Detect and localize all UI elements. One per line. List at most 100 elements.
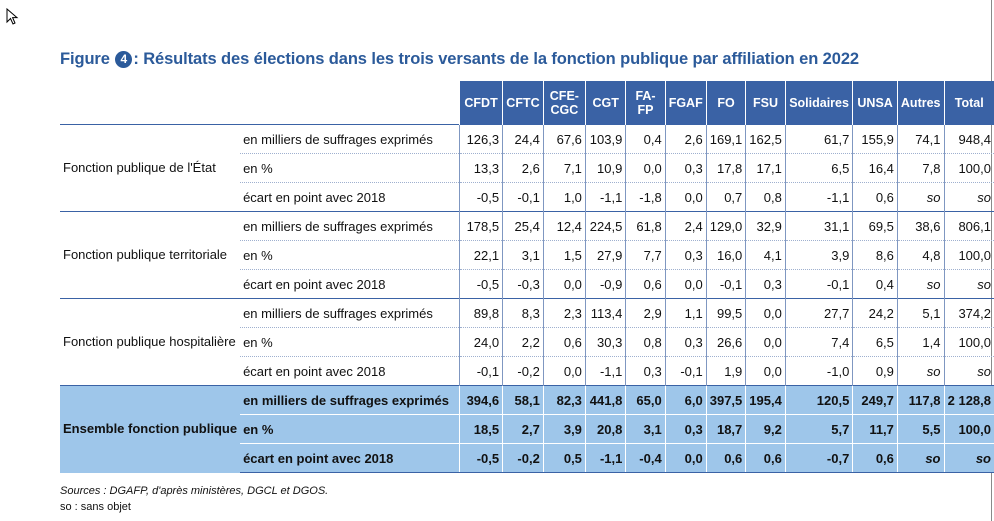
table-row: en % 24,0 2,2 0,6 30,3 0,8 0,3 26,6 0,0 7,4 6,5 1,4… (60, 327, 994, 357)
value-cell: 18,5 (458, 414, 503, 444)
value-cell: 8,3 (502, 298, 544, 328)
value-cell: 1,4 (896, 327, 944, 357)
value-cell: -1,1 (584, 182, 626, 212)
value-cell: 2,4 (664, 211, 707, 241)
value-cell: -0,2 (502, 356, 544, 386)
value-cell: 0,0 (542, 356, 586, 386)
value-cell: 0,6 (705, 443, 746, 473)
value-cell: 0,5 (542, 443, 586, 473)
value-cell: 0,7 (705, 182, 746, 212)
column-header: FGAF (664, 81, 707, 125)
value-cell: 113,4 (584, 298, 626, 328)
value-cell: 0,0 (664, 182, 707, 212)
value-cell: 2,7 (502, 414, 544, 444)
value-cell: 16,0 (705, 240, 746, 270)
value-cell: 117,8 (896, 385, 944, 415)
value-cell: 1,0 (542, 182, 586, 212)
metric-label: en milliers de suffrages exprimés (240, 385, 460, 415)
value-cell: 0,3 (745, 269, 786, 299)
value-cell: 0,0 (745, 298, 786, 328)
value-cell: 7,7 (625, 240, 666, 270)
value-cell: -0,1 (502, 182, 544, 212)
value-cell: -0,1 (458, 356, 503, 386)
value-cell: 2,6 (664, 124, 707, 154)
metric-label: en % (240, 327, 460, 357)
column-header: FO (705, 81, 746, 125)
figure-prefix: Figure (60, 50, 110, 68)
value-cell: so (943, 182, 994, 212)
value-cell: 374,2 (943, 298, 994, 328)
table-row: Fonction publique hospitalière en millier… (60, 298, 994, 386)
value-cell: 2,3 (542, 298, 586, 328)
value-cell: 17,8 (705, 153, 746, 183)
value-cell: 32,9 (745, 211, 786, 241)
value-cell: 16,4 (852, 153, 898, 183)
value-cell: 169,1 (705, 124, 746, 154)
group-label: Ensemble fonction publique (60, 385, 241, 473)
value-cell: 0,0 (745, 327, 786, 357)
table-row: Fonction publique de l'État en milliers d… (60, 124, 994, 212)
value-cell: 69,5 (852, 211, 898, 241)
value-cell: 129,0 (705, 211, 746, 241)
value-cell: 441,8 (584, 385, 626, 415)
value-cell: 0,9 (852, 356, 898, 386)
value-cell: 1,9 (705, 356, 746, 386)
value-cell: 0,0 (664, 269, 707, 299)
value-cell: 58,1 (502, 385, 544, 415)
value-cell: 100,0 (943, 240, 994, 270)
value-cell: 7,4 (784, 327, 853, 357)
value-cell: 0,3 (664, 240, 707, 270)
value-cell: -0,1 (784, 269, 853, 299)
sources-note: Sources : DGAFP, d'après ministères, DGC… (60, 485, 329, 497)
value-cell: 162,5 (745, 124, 786, 154)
value-cell: 22,1 (458, 240, 503, 270)
table-row: en % 22,1 3,1 1,5 27,9 7,7 0,3 16,0 4,1 3,9 8,6 4,8… (60, 240, 994, 270)
value-cell: 27,7 (784, 298, 853, 328)
value-cell: 2,9 (625, 298, 666, 328)
metric-label: écart en point avec 2018 (240, 269, 460, 299)
header-blank-group (60, 81, 241, 125)
value-cell: 2,6 (502, 153, 544, 183)
value-cell: 0,6 (542, 327, 586, 357)
value-cell: so (896, 356, 944, 386)
value-cell: -0,3 (502, 269, 544, 299)
value-cell: 5,7 (784, 414, 853, 444)
metric-label: en % (240, 414, 460, 444)
value-cell: so (896, 443, 944, 473)
value-cell: 0,3 (664, 414, 707, 444)
column-header: FSU (745, 81, 786, 125)
value-cell: -0,9 (584, 269, 626, 299)
value-cell: -0,5 (458, 182, 503, 212)
figure-number-badge: 4 (115, 51, 133, 68)
value-cell: so (896, 182, 944, 212)
metric-label: en milliers de suffrages exprimés (240, 211, 460, 241)
value-cell: 24,4 (502, 124, 544, 154)
figure-title-text: : Résultats des élections dans les trois… (133, 50, 859, 68)
value-cell: 0,8 (625, 327, 666, 357)
value-cell: -0,5 (458, 269, 503, 299)
value-cell: 18,7 (705, 414, 746, 444)
table-row: en % 18,5 2,7 3,9 20,8 3,1 0,3 18,7 9,2 5,7 11,7 5,… (60, 414, 994, 444)
value-cell: -1,1 (584, 443, 626, 473)
value-cell: 61,8 (625, 211, 666, 241)
table-row: écart en point avec 2018 -0,5 -0,1 1,0 -1,1-… (60, 182, 994, 212)
value-cell: 74,1 (896, 124, 944, 154)
value-cell: 67,6 (542, 124, 586, 154)
value-cell: 0,3 (664, 327, 707, 357)
value-cell: 195,4 (745, 385, 786, 415)
value-cell: 61,7 (784, 124, 853, 154)
value-cell: so (896, 269, 944, 299)
column-header: Autres (896, 81, 944, 125)
value-cell: so (943, 443, 994, 473)
value-cell: 0,4 (852, 269, 898, 299)
value-cell: -0,5 (458, 443, 503, 473)
value-cell: 7,1 (542, 153, 586, 183)
value-cell: 178,5 (458, 211, 503, 241)
value-cell: 2 128,8 (943, 385, 994, 415)
value-cell: 120,5 (784, 385, 853, 415)
value-cell: 0,0 (542, 269, 586, 299)
value-cell: 82,3 (542, 385, 586, 415)
value-cell: 3,9 (542, 414, 586, 444)
header-blank-metric (240, 81, 460, 125)
value-cell: 11,7 (852, 414, 898, 444)
